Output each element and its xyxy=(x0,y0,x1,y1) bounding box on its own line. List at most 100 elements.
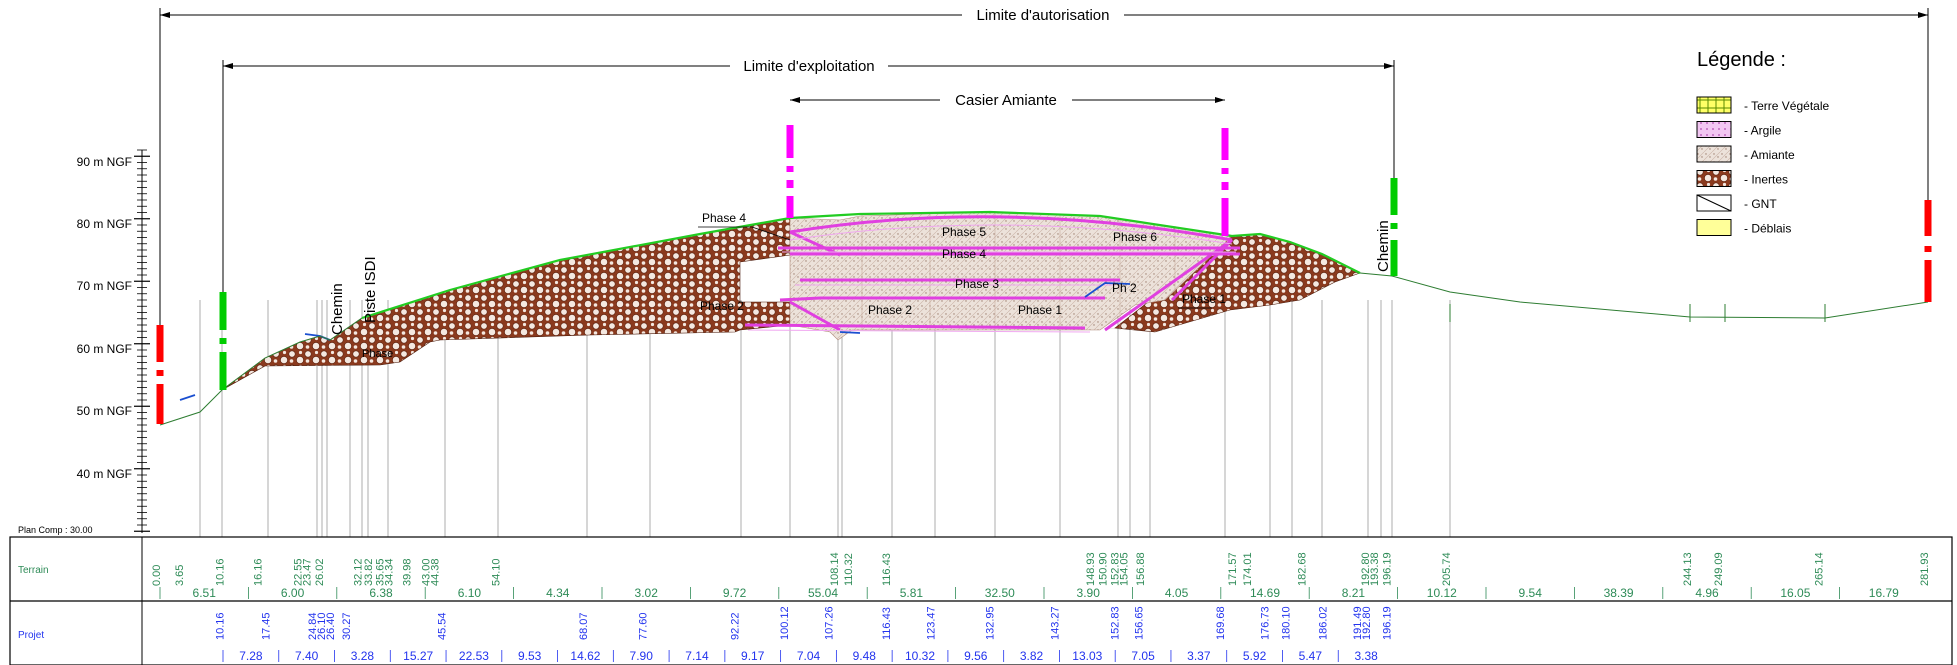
projet-distance: 7.90 xyxy=(630,649,654,663)
terrain-station: 281.93 xyxy=(1919,552,1931,586)
projet-distance: 7.28 xyxy=(239,649,263,663)
terrain-distance: 6.38 xyxy=(369,586,393,600)
projet-station: 156.65 xyxy=(1133,606,1145,640)
chemin-right-label: Chemin xyxy=(1375,220,1392,272)
terrain-distance: 4.96 xyxy=(1695,586,1719,600)
phase4-left-label: Phase 4 xyxy=(702,211,746,225)
projet-distance: 9.53 xyxy=(518,649,542,663)
phase5-label: Phase 5 xyxy=(942,225,986,239)
terrain-distance: 16.79 xyxy=(1869,586,1899,600)
terrain-distance: 6.10 xyxy=(458,586,482,600)
axis-label-50: 50 m NGF xyxy=(77,404,132,418)
projet-station: 45.54 xyxy=(437,612,449,640)
projet-station: 196.19 xyxy=(1381,606,1393,640)
terrain-station: 33.82 xyxy=(363,558,375,586)
terrain-station: 34.34 xyxy=(384,558,396,586)
phase2-label: Phase 2 xyxy=(868,303,912,317)
projet-row-label: Projet xyxy=(18,630,44,641)
terrain-station: 154.05 xyxy=(1118,552,1130,586)
projet-distance: 14.62 xyxy=(570,649,600,663)
piste-isdi-label: Piste ISDI xyxy=(362,256,379,323)
terrain-distance: 38.39 xyxy=(1604,586,1634,600)
legend-label: - Terre Végétale xyxy=(1744,99,1829,113)
argile-thin-lines xyxy=(747,224,1236,333)
projet-station: 176.73 xyxy=(1259,606,1271,640)
legend-title: Légende : xyxy=(1697,49,1786,71)
terrain-station: 110.32 xyxy=(843,553,855,586)
legend-item: - Déblais xyxy=(1696,219,1791,236)
projet-distance: 3.38 xyxy=(1354,649,1378,663)
projet-station: 180.10 xyxy=(1280,606,1292,640)
legend-item: - Inertes xyxy=(1696,170,1788,187)
projet-distance: 3.37 xyxy=(1187,649,1211,663)
projet-station: 10.16 xyxy=(215,612,227,640)
terrain-distance: 16.05 xyxy=(1780,586,1810,600)
projet-station: 26.10 xyxy=(316,612,328,640)
projet-distance: 10.32 xyxy=(905,649,935,663)
phase4-inner-label: Phase 4 xyxy=(942,247,986,261)
legend-label: - Amiante xyxy=(1744,148,1795,162)
terrain-station: 182.68 xyxy=(1297,552,1309,586)
terrain-station: 32.12 xyxy=(352,558,364,586)
projet-distance: 9.48 xyxy=(853,649,877,663)
phase1-right-label: Phase 1 xyxy=(1182,292,1226,306)
legend-swatch xyxy=(1696,219,1732,236)
legend-swatch xyxy=(1696,121,1732,138)
projet-station: 107.26 xyxy=(824,606,836,640)
limite-autorisation: Limite d'autorisation xyxy=(159,6,1929,325)
projet-station: 169.68 xyxy=(1215,606,1227,640)
projet-distance: 7.40 xyxy=(295,649,319,663)
terrain-distance: 6.51 xyxy=(193,586,217,600)
legend-label: - GNT xyxy=(1744,197,1777,211)
chemin-left-label: Chemin xyxy=(329,283,346,335)
projet-distance: 15.27 xyxy=(403,649,433,663)
terrain-distance: 4.34 xyxy=(546,586,570,600)
terrain-distances: 6.51 6.00 6.38 6.10 4.34 3.02 9.72 55.04 5.81 32.… xyxy=(159,586,1899,600)
vegetal-top-line xyxy=(361,210,1361,320)
terrain-station: 3.65 xyxy=(174,565,186,586)
projet-station: 123.47 xyxy=(925,606,937,640)
projet-station: 17.45 xyxy=(260,612,272,640)
annotations: Chemin Piste ISDI Chemin Phase Phase 4 P… xyxy=(329,211,1392,360)
projet-station: 100.12 xyxy=(779,606,791,640)
ph2-label: Ph 2 xyxy=(1112,281,1137,295)
terrain-station: 26.02 xyxy=(314,558,326,586)
terrain-distance: 4.05 xyxy=(1165,586,1189,600)
axis-label-90: 90 m NGF xyxy=(77,155,132,169)
data-table: Terrain Projet 0.00 3.65 10.16 16.16 22.5523… xyxy=(9,536,1953,665)
projet-station: 77.60 xyxy=(638,612,650,640)
terrain-station: 171.57 xyxy=(1227,552,1239,586)
projet-distance: 7.05 xyxy=(1131,649,1155,663)
terrain-station: 108.14 xyxy=(829,552,841,586)
legend-label: - Inertes xyxy=(1744,173,1788,187)
projet-station: 24.84 xyxy=(307,612,319,640)
terrain-station: 35.65 xyxy=(375,558,387,586)
terrain-station: 152.83 xyxy=(1109,552,1121,586)
terrain-distance: 6.00 xyxy=(281,586,305,600)
projet-station: 68.07 xyxy=(578,612,590,640)
terrain-station: 23.47 xyxy=(301,558,313,586)
terrain-distance: 9.54 xyxy=(1519,586,1543,600)
phase1-label: Phase 1 xyxy=(1018,303,1062,317)
terrain-station: 193.38 xyxy=(1369,552,1381,586)
legend-item: - Terre Végétale xyxy=(1696,96,1829,114)
projet-distance: 9.17 xyxy=(741,649,765,663)
projet-distance: 5.47 xyxy=(1299,649,1323,663)
legend-swatch xyxy=(1696,170,1732,187)
projet-distance: 5.92 xyxy=(1243,649,1267,663)
terrain-station: 16.16 xyxy=(252,558,264,586)
phase-small-label: Phase xyxy=(362,348,393,360)
projet-station: 116.43 xyxy=(881,607,893,640)
casier-amiante-label: Casier Amiante xyxy=(955,92,1057,109)
legend-swatch xyxy=(1696,145,1732,163)
projet-distance: 22.53 xyxy=(459,649,489,663)
legend-swatch xyxy=(1696,96,1732,114)
projet-station: 186.02 xyxy=(1318,606,1330,640)
argile-layers xyxy=(744,215,1240,332)
projet-distance: 7.14 xyxy=(685,649,709,663)
terrain-station: 0.00 xyxy=(151,565,163,586)
terrain-distance: 55.04 xyxy=(808,586,838,600)
